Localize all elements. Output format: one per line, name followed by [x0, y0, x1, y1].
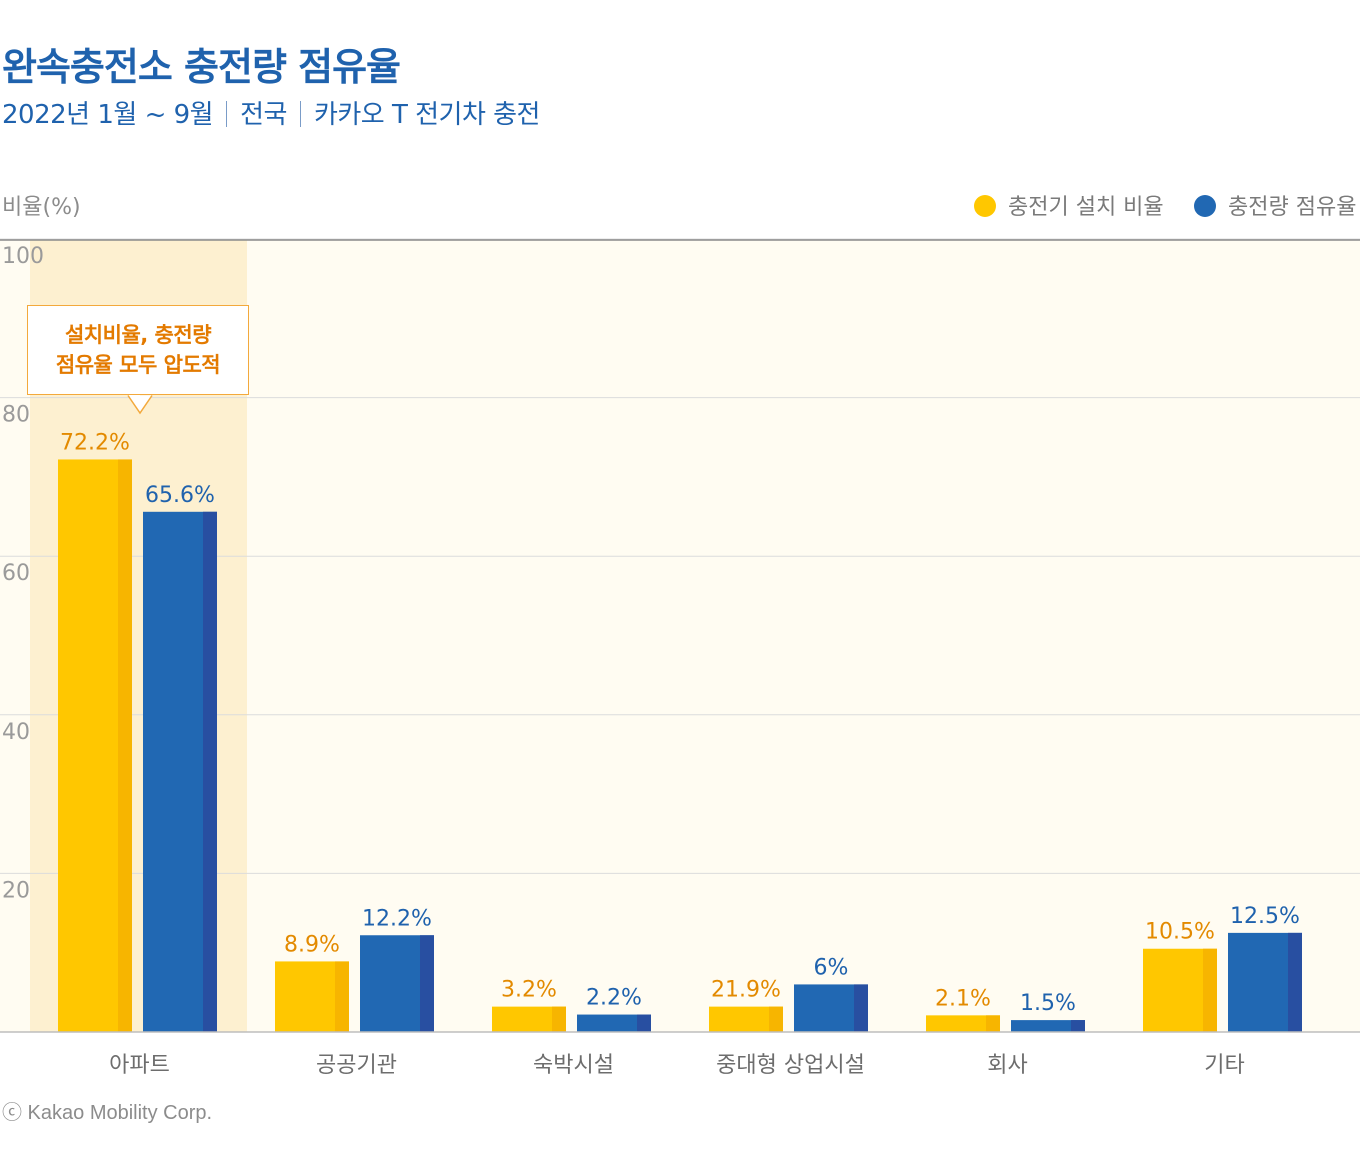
y-tick-label: 20	[2, 878, 30, 903]
callout-box: 설치비율, 충전량 점유율 모두 압도적	[27, 305, 249, 395]
callout-line-1: 설치비율, 충전량	[64, 323, 212, 347]
subtitle-divider	[226, 101, 228, 127]
x-tick-label: 중대형 상업시설	[716, 1053, 865, 1078]
subtitle-period: 2022년 1월 ~ 9월	[2, 100, 214, 130]
data-label-share: 1.5%	[1020, 991, 1076, 1016]
bar-shade-install	[335, 961, 349, 1032]
data-label-share: 12.5%	[1230, 904, 1300, 929]
bar-shade-share	[203, 511, 217, 1032]
bar-shade-install	[1203, 948, 1217, 1032]
bar-shade-share	[854, 984, 868, 1032]
data-label-share: 6%	[814, 955, 849, 980]
legend-label-install: 충전기 설치 비율	[1008, 195, 1164, 220]
x-tick-label: 회사	[987, 1053, 1027, 1078]
x-tick-label: 공공기관	[316, 1053, 397, 1078]
data-label-share: 12.2%	[362, 906, 432, 931]
bar-share	[1011, 1020, 1085, 1032]
y-tick-label: 60	[2, 561, 30, 586]
bar-shade-share	[637, 1014, 651, 1032]
y-tick-label: 80	[2, 403, 30, 428]
data-label-install: 8.9%	[284, 932, 340, 957]
callout-pointer	[127, 395, 153, 415]
data-label-share: 65.6%	[145, 483, 215, 508]
bar-shade-install	[769, 1006, 783, 1032]
y-axis-label: 비율(%)	[2, 195, 81, 220]
data-label-share: 2.2%	[586, 986, 642, 1011]
x-tick-label: 아파트	[109, 1053, 170, 1078]
callout-line-2: 점유율 모두 압도적	[55, 353, 221, 377]
legend-marker-share	[1194, 195, 1216, 217]
y-tick-label: 40	[2, 720, 30, 745]
bar-shade-share	[1071, 1020, 1085, 1032]
bar-shade-install	[118, 459, 132, 1033]
bar-shade-share	[420, 935, 434, 1032]
y-tick-label: 100	[2, 244, 44, 269]
data-label-install: 3.2%	[501, 978, 557, 1003]
bar-install	[926, 1015, 1000, 1032]
data-label-install: 21.9%	[711, 978, 781, 1003]
bar-shade-install	[986, 1015, 1000, 1032]
chart-title: 완속충전소 충전량 점유율	[2, 45, 401, 89]
x-tick-label: 기타	[1204, 1053, 1244, 1078]
data-label-install: 10.5%	[1145, 920, 1215, 945]
x-tick-label: 숙박시설	[533, 1053, 614, 1078]
legend-label-share: 충전량 점유율	[1228, 195, 1356, 220]
subtitle-source: 카카오 T 전기차 충전	[313, 100, 541, 130]
bar-shade-share	[1288, 932, 1302, 1032]
subtitle-region: 전국	[240, 100, 287, 130]
subtitle-divider	[299, 101, 301, 127]
legend-marker-install	[974, 195, 996, 217]
data-label-install: 72.2%	[60, 430, 130, 455]
bar-shade-install	[552, 1006, 566, 1032]
chart-subtitle: 2022년 1월 ~ 9월 전국 카카오 T 전기차 충전	[2, 94, 540, 131]
copyright-credit: ⓒ Kakao Mobility Corp.	[2, 1102, 213, 1124]
data-label-install: 2.1%	[935, 986, 991, 1011]
bar-share	[577, 1014, 651, 1032]
